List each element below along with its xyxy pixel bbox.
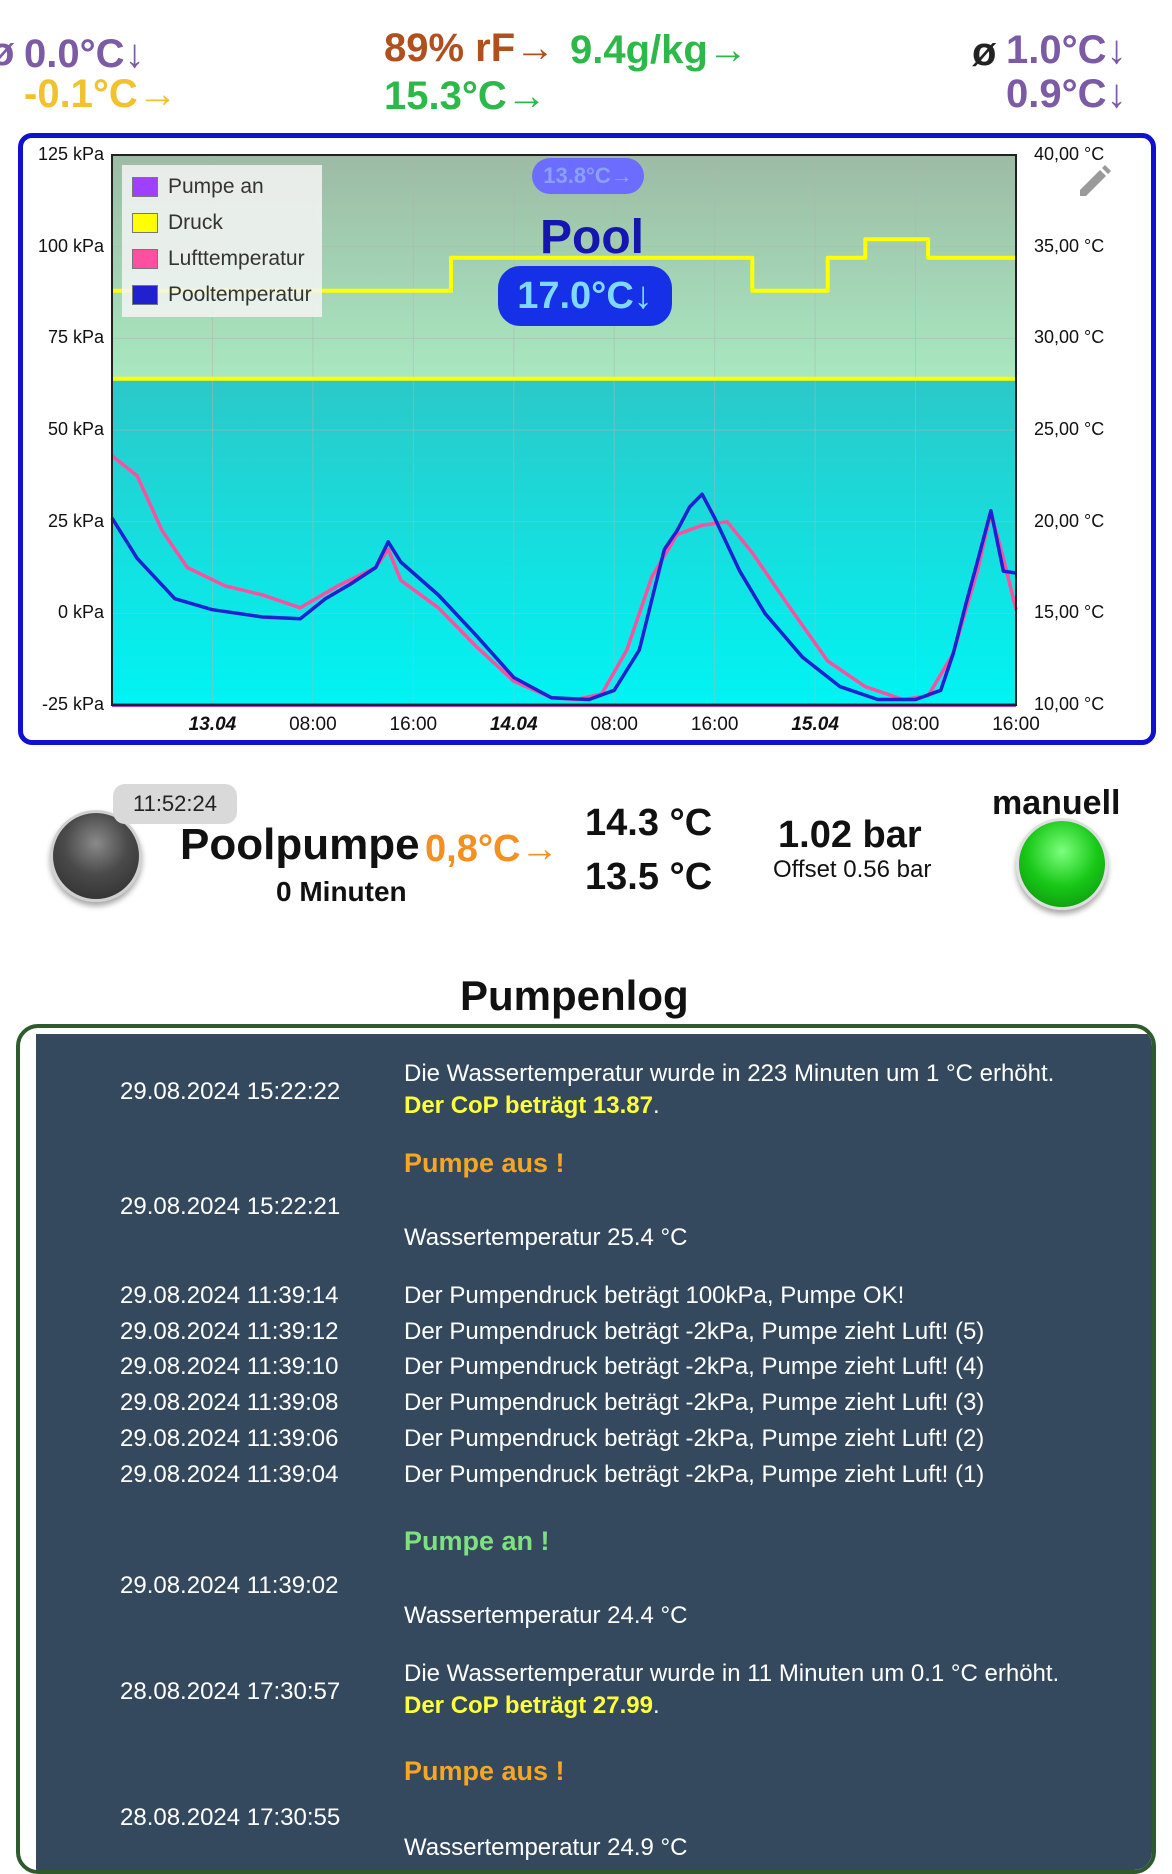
inlet-temp: 14.3 °C (585, 802, 713, 844)
pool-title: Pool (540, 211, 644, 264)
x-axis-tick-label: 08:00 (289, 714, 337, 735)
pump-runtime: 0 Minuten (276, 876, 407, 907)
legend-item-lufttemperatur: Lufttemperatur (122, 241, 322, 277)
log-event-pump-off: Pumpe aus ! (404, 1148, 565, 1178)
log-date: 29.08.2024 11:39:04 (120, 1461, 339, 1488)
left-axis-tick-label: 50 kPa (47, 419, 104, 439)
right-axis-tick-label: 20,00 °C (1034, 510, 1105, 531)
pump-log-list: 29.08.2024 15:22:22 Die Wassertemperatur… (36, 1034, 1152, 1870)
x-axis-tick-label: 15.04 (791, 714, 839, 735)
left-axis-tick-label: 100 kPa (37, 235, 104, 256)
x-axis-tick-label: 16:00 (389, 714, 438, 735)
pencil-icon[interactable] (1074, 160, 1114, 200)
right-axis-tick-label: 10,00 °C (1034, 694, 1105, 714)
log-message: Der Pumpendruck beträgt 100kPa, Pumpe OK… (404, 1282, 905, 1309)
log-message: Die Wassertemperatur wurde in 223 Minute… (404, 1060, 1055, 1087)
legend-item-pooltemperatur: Pooltemperatur (122, 277, 322, 313)
left-trend-temp: -0.1°C→ (24, 72, 178, 116)
last-update-time: 11:52:24 (113, 784, 237, 824)
log-message: Wassertemperatur 24.9 °C (404, 1834, 688, 1861)
legend-swatch (132, 177, 158, 197)
x-axis-tick-label: 08:00 (590, 714, 638, 735)
right-avg-temp: 1.0°C↓ (1006, 28, 1127, 72)
pool-temp-badge: 17.0°C↓ (498, 266, 672, 326)
log-cop: Der CoP beträgt 13.87. (404, 1092, 660, 1120)
chart-legend: Pumpe an Druck Lufttemperatur Pooltemper… (122, 165, 322, 317)
outside-temp: 15.3°C→ (384, 74, 547, 118)
legend-item-druck: Druck (122, 205, 322, 241)
legend-swatch (132, 213, 158, 233)
log-cop-suffix: . (653, 1692, 660, 1719)
pressure-value: 1.02 bar (778, 814, 922, 856)
log-message: Der Pumpendruck beträgt -2kPa, Pumpe zie… (404, 1425, 985, 1452)
x-axis-tick-label: 16:00 (992, 714, 1040, 735)
legend-swatch (132, 285, 158, 305)
log-date: 29.08.2024 11:39:10 (120, 1353, 339, 1380)
log-date: 29.08.2024 11:39:08 (120, 1389, 339, 1416)
left-axis-tick-label: -25 kPa (41, 694, 104, 714)
left-avg-symbol: ø (0, 30, 15, 74)
log-cop-text: Der CoP beträgt 27.99 (404, 1692, 653, 1719)
legend-label: Druck (168, 211, 223, 234)
log-cop-text: Der CoP beträgt 13.87 (404, 1092, 653, 1119)
log-message: Der Pumpendruck beträgt -2kPa, Pumpe zie… (404, 1318, 985, 1345)
series-line-druck (112, 237, 1016, 293)
humidity-value: 89% rF→ (384, 26, 556, 70)
log-date: 29.08.2024 15:22:21 (120, 1193, 341, 1220)
legend-swatch (132, 249, 158, 269)
log-date: 29.08.2024 15:22:22 (120, 1078, 341, 1105)
legend-label: Pooltemperatur (168, 283, 312, 306)
right-axis-tick-label: 40,00 °C (1034, 144, 1105, 164)
log-message: Die Wassertemperatur wurde in 11 Minuten… (404, 1660, 1060, 1687)
log-date: 28.08.2024 17:30:57 (120, 1678, 341, 1705)
chart-background-lower (112, 378, 1016, 705)
x-axis-tick-label: 16:00 (690, 714, 739, 735)
log-date: 29.08.2024 11:39:14 (120, 1282, 339, 1309)
mode-label: manuell (992, 784, 1121, 822)
mode-status-led-on[interactable] (1016, 818, 1108, 910)
log-event-pump-off: Pumpe aus ! (404, 1756, 565, 1786)
log-cop-suffix: . (653, 1092, 660, 1119)
water-temp-small-badge: 13.8°C→ (532, 158, 644, 194)
right-avg-symbol: ø (972, 30, 997, 74)
log-cop: Der CoP beträgt 27.99. (404, 1692, 660, 1720)
log-date: 28.08.2024 17:30:55 (120, 1804, 341, 1831)
log-date: 29.08.2024 11:39:06 (120, 1425, 339, 1452)
left-axis-tick-label: 0 kPa (57, 602, 104, 623)
log-date: 29.08.2024 11:39:12 (120, 1318, 339, 1345)
pump-name: Poolpumpe (180, 820, 420, 869)
log-message: Wassertemperatur 25.4 °C (404, 1224, 688, 1251)
x-axis-tick-label: 13.04 (188, 714, 237, 735)
pump-delta-temp: 0,8°C→ (425, 828, 559, 870)
log-message: Wassertemperatur 24.4 °C (404, 1602, 688, 1629)
right-axis-tick-label: 25,00 °C (1034, 419, 1105, 439)
right-axis-tick-label: 30,00 °C (1034, 327, 1105, 348)
pump-status-led-off[interactable] (50, 810, 142, 902)
outlet-temp: 13.5 °C (585, 856, 713, 898)
right-axis-tick-label: 15,00 °C (1034, 602, 1105, 623)
left-axis-tick-label: 125 kPa (37, 144, 104, 164)
log-message: Der Pumpendruck beträgt -2kPa, Pumpe zie… (404, 1461, 985, 1488)
log-message: Der Pumpendruck beträgt -2kPa, Pumpe zie… (404, 1353, 985, 1380)
pumpenlog-title: Pumpenlog (460, 972, 689, 1019)
abs-humidity-value: 9.4g/kg→ (570, 28, 748, 72)
right-axis-tick-label: 35,00 °C (1034, 235, 1105, 256)
series-line-pooltemperatur (110, 492, 1017, 702)
pump-log-panel[interactable]: 29.08.2024 15:22:22 Die Wassertemperatur… (16, 1024, 1156, 1874)
log-event-pump-on: Pumpe an ! (404, 1526, 550, 1556)
right-trend-temp: 0.9°C↓ (1006, 72, 1127, 116)
left-avg-temp: 0.0°C↓ (24, 32, 145, 76)
pressure-offset: Offset 0.56 bar (773, 856, 932, 883)
plot-border (111, 154, 1017, 706)
x-axis-tick-label: 08:00 (891, 714, 940, 735)
x-axis-tick-label: 14.04 (489, 714, 538, 735)
legend-label: Lufttemperatur (168, 247, 305, 270)
log-date: 29.08.2024 11:39:02 (120, 1572, 339, 1599)
legend-item-pumpe-an: Pumpe an (122, 169, 322, 205)
legend-label: Pumpe an (168, 175, 264, 198)
log-message: Der Pumpendruck beträgt -2kPa, Pumpe zie… (404, 1389, 985, 1416)
left-axis-tick-label: 25 kPa (47, 510, 104, 531)
left-axis-tick-label: 75 kPa (47, 327, 104, 348)
